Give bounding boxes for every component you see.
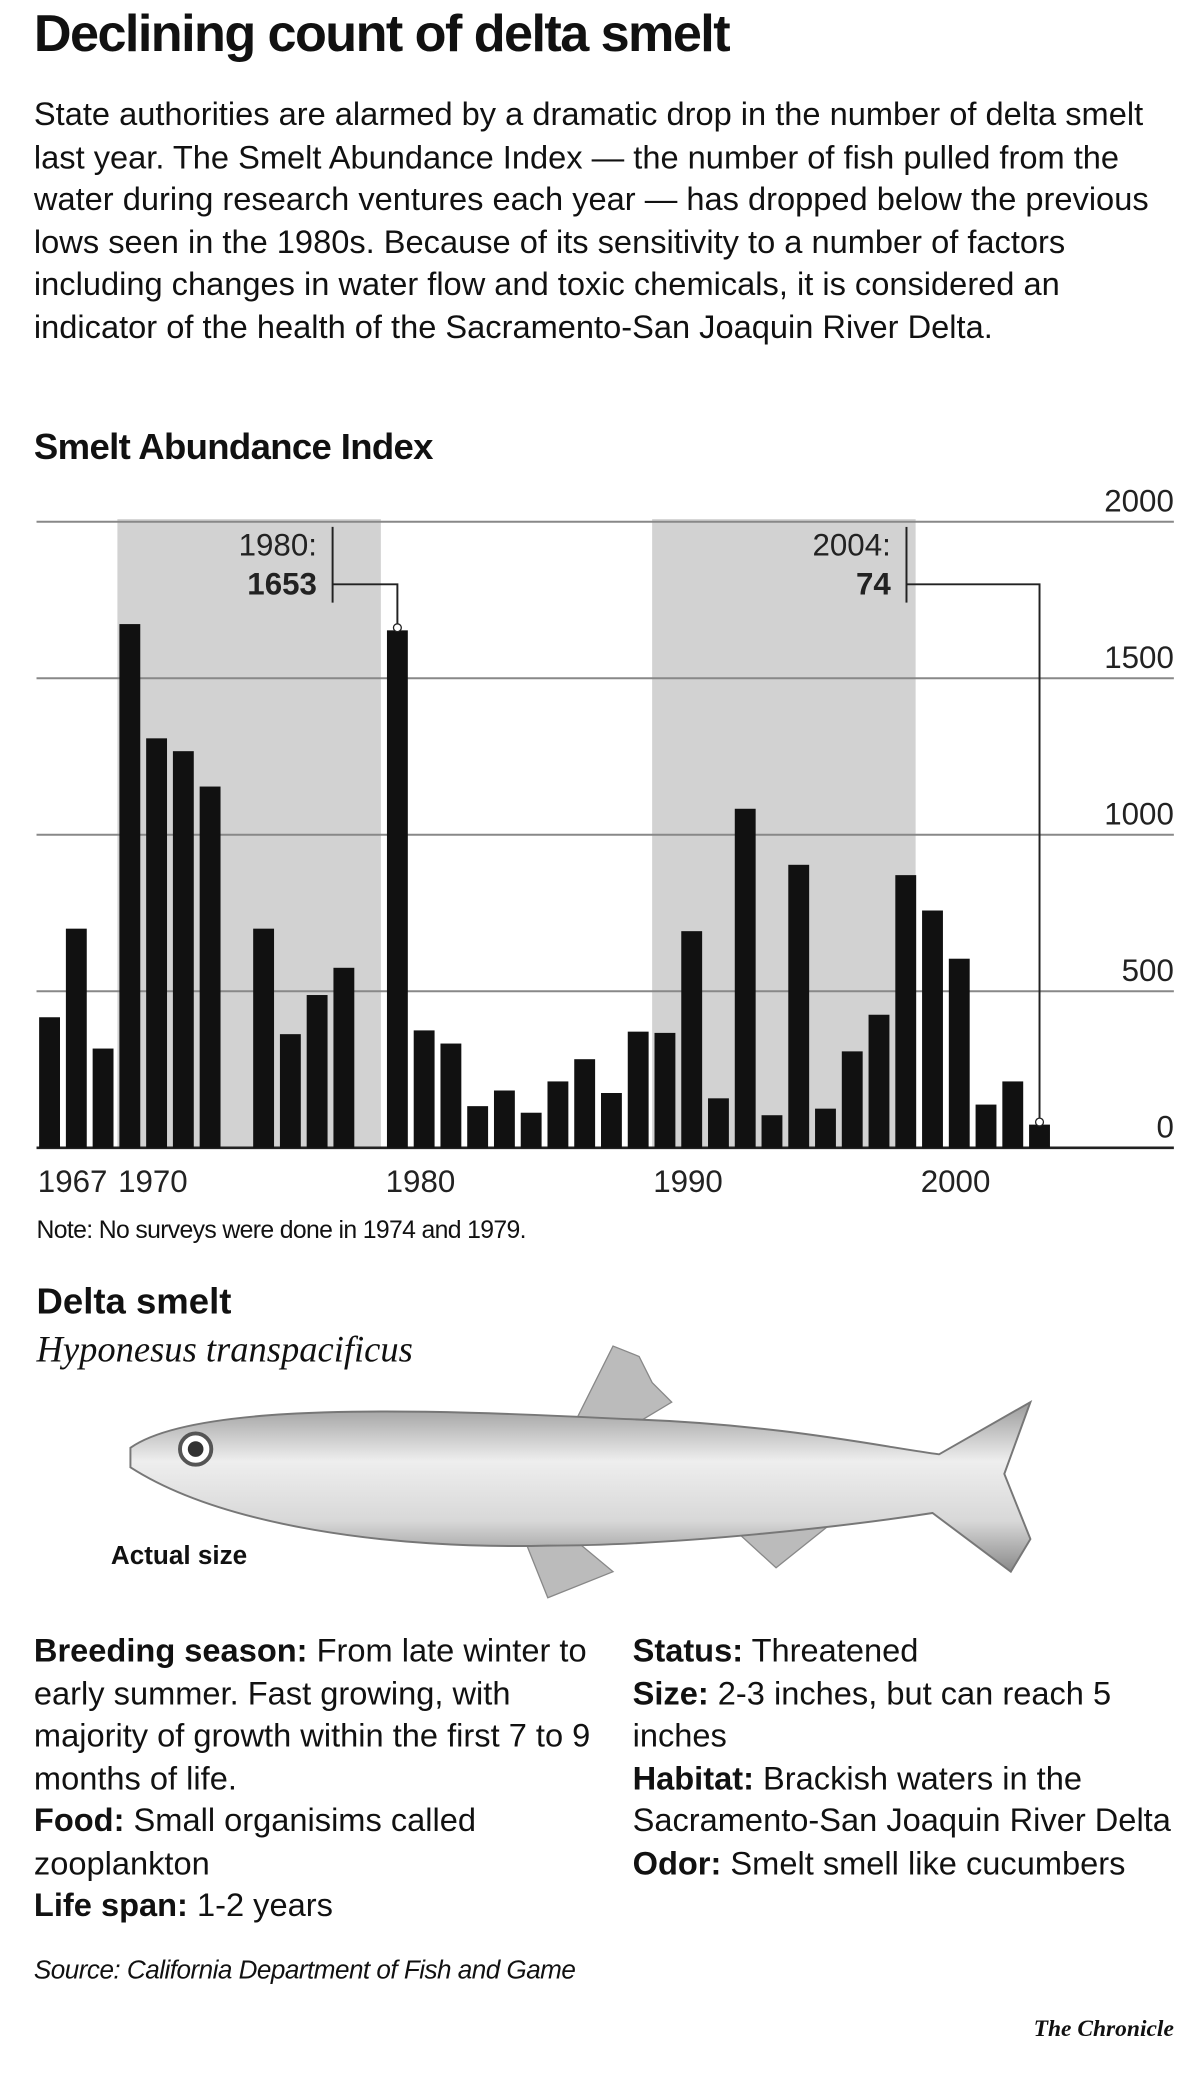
fact-label: Size: [632, 1675, 709, 1712]
credit: The Chronicle [1033, 2015, 1174, 2042]
x-tick-label: 1967 [38, 1164, 108, 1199]
fact-text: Smelt smell like cucumbers [730, 1844, 1126, 1882]
bar [868, 1014, 890, 1148]
leader [906, 583, 1041, 1120]
bar [199, 786, 221, 1148]
fact-text: Brackish waters in the Sacramento-San Jo… [632, 1760, 1171, 1840]
bar [1029, 1124, 1050, 1148]
bar [841, 1051, 863, 1148]
source: Source: California Department of Fish an… [33, 1956, 576, 1986]
bar [172, 751, 194, 1148]
fact: Odor: Smelt smell like cucumbers [633, 1842, 1181, 1884]
caption: Actual size [110, 1541, 248, 1571]
fact: Food: Small organisims called zooplankto… [34, 1800, 608, 1885]
bar [761, 1115, 783, 1148]
facts-right: Status: Threatened Size: 2-3 inches, but … [633, 1630, 1181, 1884]
y-tick-label: 2000 [1104, 483, 1174, 518]
bar [386, 630, 408, 1148]
x-tick-label: 1970 [118, 1164, 188, 1199]
fact: Breeding season: From late winter to ear… [34, 1630, 608, 1800]
bar [440, 1043, 462, 1148]
note: Note: No surveys were done in 1974 and 1… [36, 1216, 527, 1245]
fact: Status: Threatened [633, 1630, 1181, 1672]
facts-left: Breeding season: From late winter to ear… [34, 1630, 608, 1927]
fact-text: Threatened [751, 1632, 919, 1670]
fish-illustration [129, 1345, 1033, 1599]
bar [1002, 1081, 1024, 1148]
bar [654, 1032, 676, 1148]
annotation: 2004: [813, 528, 891, 563]
fact-label: Odor: [632, 1844, 722, 1882]
chart-title: Smelt Abundance Index [33, 426, 434, 467]
bar [333, 967, 355, 1148]
bar [788, 864, 810, 1148]
bar [119, 624, 141, 1148]
fact-label: Status: [632, 1632, 744, 1670]
fact: Size: 2-3 inches, but can reach 5 inches [633, 1673, 1181, 1758]
fact-text: 2-3 inches, but can reach 5 inches [632, 1675, 1112, 1755]
y-tick-label: 1500 [1104, 640, 1174, 675]
x-tick-label: 2000 [921, 1164, 991, 1199]
bar [574, 1059, 596, 1148]
data-label: 74 [856, 567, 891, 602]
bar [493, 1090, 515, 1148]
fact-label: Breeding season: [33, 1632, 308, 1670]
species-name: Delta smelt [36, 1280, 232, 1322]
bar [306, 995, 328, 1148]
bar [681, 931, 703, 1148]
bar [895, 875, 917, 1148]
bar [467, 1106, 489, 1148]
title: Declining count of delta smelt [33, 5, 731, 63]
bar [948, 958, 970, 1148]
y-tick-label: 500 [1122, 953, 1174, 988]
bar [975, 1104, 997, 1148]
bar [627, 1031, 649, 1148]
bar [146, 738, 168, 1148]
y-tick-label: 1000 [1104, 796, 1174, 831]
annotation: 1980: [239, 528, 317, 563]
intro: State authorities are alarmed by a drama… [33, 96, 1149, 345]
leader [332, 583, 399, 626]
bar [65, 928, 87, 1148]
bar [39, 1017, 60, 1148]
fact-text: From late winter to early summer. Fast g… [33, 1632, 591, 1797]
bar [734, 808, 756, 1148]
x-tick-label: 1980 [386, 1164, 456, 1199]
bar [413, 1030, 435, 1148]
scientific-name: Hyponesus transpacificus [36, 1330, 413, 1371]
fact-label: Habitat: [632, 1760, 754, 1797]
bar [520, 1112, 542, 1148]
data-label: 1653 [247, 567, 317, 602]
bar [922, 910, 943, 1148]
bar [815, 1108, 836, 1148]
fact-label: Life span: [33, 1887, 188, 1924]
fact-text: Small organisims called zooplankton [33, 1802, 477, 1882]
bar [279, 1034, 301, 1148]
bar [708, 1098, 729, 1148]
leader-dot [392, 623, 402, 633]
bar [547, 1081, 569, 1148]
chart: 0 500 1000 1500 2000 1967 1970 1980 1990 2000 1980… [36, 483, 1174, 1199]
bar [92, 1048, 114, 1148]
bar [601, 1093, 622, 1148]
y-tick-label: 0 [1156, 1109, 1173, 1144]
fact: Life span: 1-2 years [34, 1885, 608, 1927]
fact: Habitat: Brackish waters in the Sacramen… [633, 1758, 1181, 1843]
bar [253, 928, 275, 1148]
x-tick-label: 1990 [653, 1164, 723, 1199]
fact-label: Food: [33, 1802, 125, 1840]
leader-dot [1034, 1117, 1045, 1127]
fact-text: 1-2 years [196, 1887, 333, 1924]
